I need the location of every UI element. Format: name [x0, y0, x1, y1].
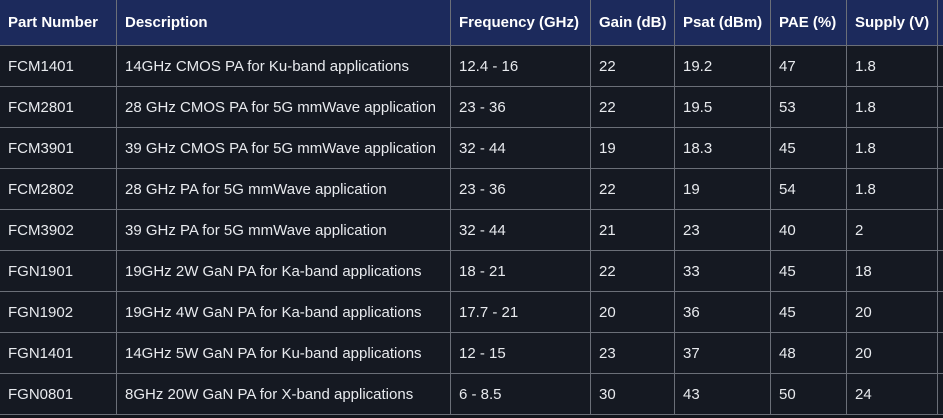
table-cell: 14GHz 5W GaN PA for Ku-band applications: [116, 332, 451, 374]
table-cell: 28 GHz PA for 5G mmWave application: [116, 168, 451, 210]
table-cell: FGN1902: [0, 291, 117, 333]
table-cell: 22: [590, 45, 675, 87]
column-header: Supply (V): [846, 0, 938, 46]
table-cell-edge: [937, 127, 943, 169]
table-cell-edge: [937, 373, 943, 415]
table-cell: FCM3902: [0, 209, 117, 251]
table-cell: 12 - 15: [450, 332, 591, 374]
table-cell: 18 - 21: [450, 250, 591, 292]
table-cell: 20: [846, 332, 938, 374]
table-row: FCM2802 28 GHz PA for 5G mmWave applicati…: [0, 168, 943, 210]
table-cell: 37: [674, 332, 771, 374]
table-cell: 24: [846, 373, 938, 415]
table-row: FGN1902 19GHz 4W GaN PA for Ka-band appli…: [0, 291, 943, 333]
table-cell: 1.8: [846, 86, 938, 128]
header-row: Part Number Description Frequency (GHz) Gai…: [0, 0, 943, 46]
table-row: FCM2801 28 GHz CMOS PA for 5G mmWave appl…: [0, 86, 943, 128]
table-cell: 36: [674, 291, 771, 333]
table-cell: 28 GHz CMOS PA for 5G mmWave application: [116, 86, 451, 128]
table-cell: 22: [590, 250, 675, 292]
column-header: Psat (dBm): [674, 0, 771, 46]
table-cell: 45: [770, 291, 847, 333]
table-cell: 23: [590, 332, 675, 374]
table-cell: FGN1401: [0, 332, 117, 374]
table-row: FGN1901 19GHz 2W GaN PA for Ka-band appli…: [0, 250, 943, 292]
table-cell: 18.3: [674, 127, 771, 169]
table-cell: 19: [590, 127, 675, 169]
table-cell: 33: [674, 250, 771, 292]
table-cell: 19GHz 4W GaN PA for Ka-band applications: [116, 291, 451, 333]
table-row: FCM3901 39 GHz CMOS PA for 5G mmWave appl…: [0, 127, 943, 169]
table-cell: 20: [590, 291, 675, 333]
table-cell: 22: [590, 86, 675, 128]
table-cell: 2: [846, 209, 938, 251]
table-cell: 6 - 8.5: [450, 373, 591, 415]
table-cell: FCM1401: [0, 45, 117, 87]
table-cell-edge: [937, 209, 943, 251]
table-cell: 45: [770, 250, 847, 292]
table-cell: 12.4 - 16: [450, 45, 591, 87]
table-cell: 50: [770, 373, 847, 415]
table-cell-edge: [937, 86, 943, 128]
table-cell: 39 GHz CMOS PA for 5G mmWave application: [116, 127, 451, 169]
table-cell: 20: [846, 291, 938, 333]
table-cell-edge: [937, 291, 943, 333]
table-cell: FGN1901: [0, 250, 117, 292]
table-cell: 54: [770, 168, 847, 210]
table-cell: 23 - 36: [450, 168, 591, 210]
table-cell: 32 - 44: [450, 209, 591, 251]
column-header: Frequency (GHz): [450, 0, 591, 46]
table-cell: 1.8: [846, 45, 938, 87]
table-cell: FCM2801: [0, 86, 117, 128]
table-cell: 19.5: [674, 86, 771, 128]
table-cell: 23 - 36: [450, 86, 591, 128]
table-cell: 53: [770, 86, 847, 128]
table-cell: 1.8: [846, 127, 938, 169]
table-cell: 23: [674, 209, 771, 251]
table-cell: 17.7 - 21: [450, 291, 591, 333]
table-cell: 8GHz 20W GaN PA for X-band applications: [116, 373, 451, 415]
table-row: FGN0801 8GHz 20W GaN PA for X-band applic…: [0, 373, 943, 415]
column-header: Part Number: [0, 0, 117, 46]
table-cell: 18: [846, 250, 938, 292]
table-cell: 43: [674, 373, 771, 415]
table-cell: FCM3901: [0, 127, 117, 169]
table-row: FCM1401 14GHz CMOS PA for Ku-band applica…: [0, 45, 943, 87]
column-header-edge: [937, 0, 943, 46]
table-cell: 1.8: [846, 168, 938, 210]
table-cell: 19: [674, 168, 771, 210]
table-cell: 14GHz CMOS PA for Ku-band applications: [116, 45, 451, 87]
table-cell: 47: [770, 45, 847, 87]
table-row: FCM3902 39 GHz PA for 5G mmWave applicati…: [0, 209, 943, 251]
table-cell-edge: [937, 45, 943, 87]
table-cell: 32 - 44: [450, 127, 591, 169]
table-cell: FCM2802: [0, 168, 117, 210]
table-cell: 39 GHz PA for 5G mmWave application: [116, 209, 451, 251]
table-cell: 40: [770, 209, 847, 251]
table-row: FGN1401 14GHz 5W GaN PA for Ku-band appli…: [0, 332, 943, 374]
column-header: Gain (dB): [590, 0, 675, 46]
table-cell: FGN0801: [0, 373, 117, 415]
table-cell: 30: [590, 373, 675, 415]
table-cell: 19GHz 2W GaN PA for Ka-band applications: [116, 250, 451, 292]
table-cell: 19.2: [674, 45, 771, 87]
table-cell-edge: [937, 250, 943, 292]
table-cell: 48: [770, 332, 847, 374]
table-cell-edge: [937, 332, 943, 374]
table-cell: 22: [590, 168, 675, 210]
table-cell-edge: [937, 168, 943, 210]
table-body: FCM1401 14GHz CMOS PA for Ku-band applica…: [0, 45, 943, 415]
column-header: PAE (%): [770, 0, 847, 46]
table-cell: 21: [590, 209, 675, 251]
column-header: Description: [116, 0, 451, 46]
table-cell: 45: [770, 127, 847, 169]
